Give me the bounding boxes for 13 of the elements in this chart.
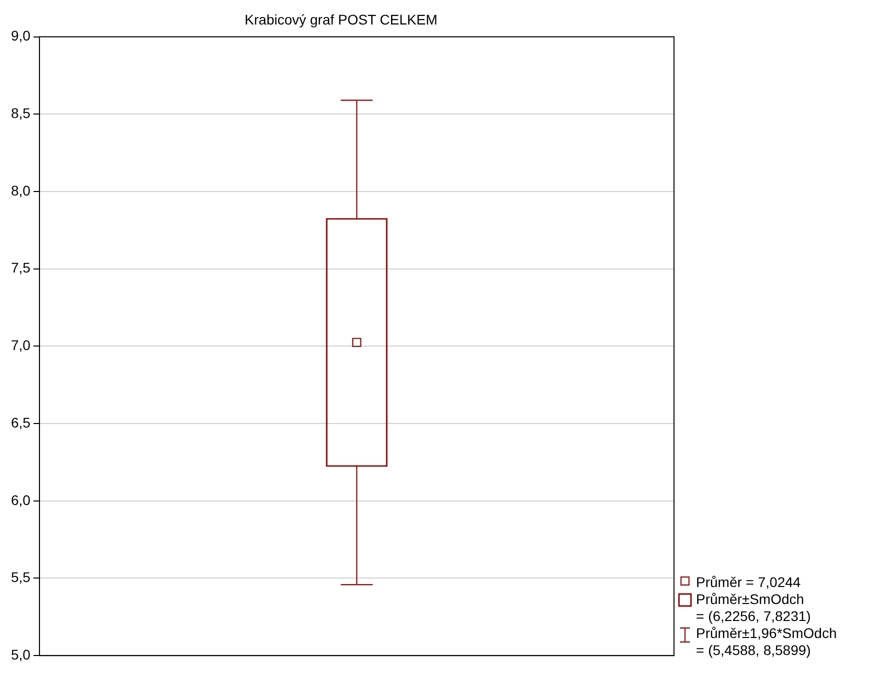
y-tick-label: 6,5 — [10, 414, 31, 430]
y-tick-label: 9,0 — [10, 28, 31, 44]
y-tick-label: 5,0 — [10, 646, 31, 662]
text: Průměr±SmOdch = (6,2256, 7,8231) — [696, 591, 811, 625]
y-tick-label: 8,5 — [10, 105, 31, 122]
text: Průměr = 7,0244 — [696, 574, 801, 591]
chart-title: Krabicový graf POST CELKEM — [244, 11, 438, 28]
y-tick-label: 7,5 — [10, 260, 31, 276]
y-tick-label: 7,0 — [10, 337, 31, 354]
y-tick-label: 6,0 — [10, 492, 31, 508]
y-tick-label: 5,5 — [10, 569, 31, 586]
y-tick-label: 8,0 — [10, 182, 31, 198]
text: Průměr±1,96*SmOdch = (5,4588, 8,5899) — [696, 625, 837, 659]
